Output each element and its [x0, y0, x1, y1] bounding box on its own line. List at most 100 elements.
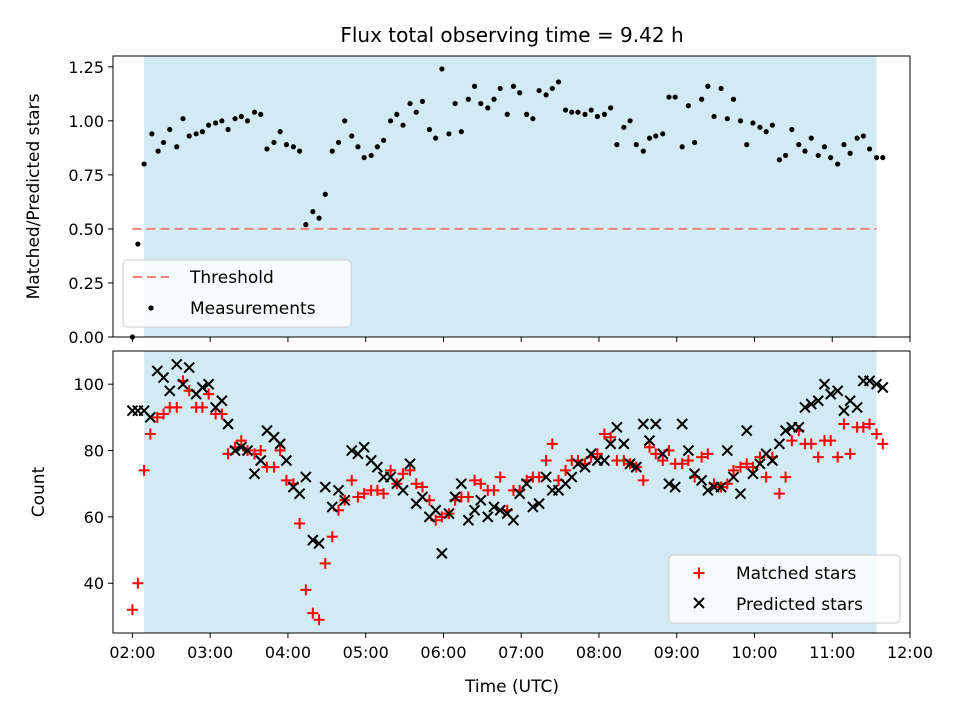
data-point [213, 120, 219, 126]
data-point [741, 424, 753, 437]
data-point [297, 148, 303, 154]
data-point [488, 501, 500, 513]
data-point [203, 388, 215, 400]
data-point [335, 139, 342, 146]
data-point [766, 454, 779, 467]
data-point [838, 418, 850, 430]
data-point [643, 434, 656, 447]
data-point [754, 458, 766, 470]
data-point [734, 487, 747, 500]
data-point [307, 607, 319, 619]
data-point [494, 471, 506, 483]
data-point [513, 487, 526, 500]
data-point [446, 131, 452, 137]
bottom-panel: 40 60 80 100 02:00 03:00 04:00 05:00 06:00 07:00 0… [29, 350, 933, 662]
data-point [877, 381, 889, 394]
data-point [160, 139, 167, 146]
data-point [397, 484, 409, 497]
data-point [601, 111, 608, 117]
data-point [235, 441, 248, 453]
legend-box [668, 554, 901, 624]
x-axis-label: Time (UTC) [464, 677, 559, 697]
data-point [196, 381, 209, 394]
data-point [572, 458, 584, 470]
data-point [319, 481, 331, 493]
data-point [458, 129, 464, 135]
data-point [274, 438, 286, 450]
data-point [721, 444, 733, 457]
data-point [715, 481, 727, 493]
y-tick-label: 60 [84, 508, 104, 527]
data-point [608, 105, 614, 111]
data-point [598, 454, 611, 467]
data-point [555, 79, 562, 85]
data-point [174, 144, 180, 150]
data-point [793, 421, 805, 434]
data-point [877, 438, 889, 450]
data-point [475, 478, 487, 490]
data-point [821, 144, 828, 150]
data-point [219, 118, 225, 124]
data-point [724, 116, 730, 122]
data-point [702, 448, 714, 460]
data-point [264, 146, 270, 152]
data-point [455, 477, 468, 490]
y-tick-label: 1.25 [68, 58, 104, 77]
data-point [202, 378, 215, 390]
data-point [410, 478, 422, 490]
data-point [672, 94, 678, 100]
y-tick-label: 0.00 [68, 328, 104, 347]
data-point [530, 116, 536, 122]
data-point [825, 435, 837, 447]
data-point [543, 92, 549, 98]
data-point [346, 474, 358, 486]
data-point [812, 395, 824, 407]
figure-title: Flux total observing time = 9.42 h [340, 23, 683, 47]
data-point [378, 488, 390, 500]
data-point [196, 401, 208, 413]
data-point [151, 411, 163, 423]
x-tick-label: 05:00 [343, 643, 389, 662]
data-point [141, 161, 147, 167]
data-point [310, 209, 316, 215]
data-point [880, 154, 886, 161]
plot-frame [112, 55, 911, 338]
data-point [815, 152, 821, 159]
data-point [180, 116, 186, 122]
data-point [229, 444, 241, 457]
data-point [527, 501, 539, 513]
legend-label: Predicted stars [736, 595, 863, 615]
data-point [747, 468, 759, 480]
data-point [824, 388, 837, 400]
data-point [741, 458, 753, 470]
data-point [475, 494, 487, 507]
data-point [216, 395, 228, 407]
data-point [290, 144, 296, 150]
data-point [380, 137, 387, 143]
data-point [171, 358, 183, 370]
data-point [158, 408, 170, 420]
data-point [870, 378, 883, 390]
data-point [358, 441, 370, 453]
data-point [280, 474, 292, 486]
data-point [157, 371, 170, 384]
data-point [280, 454, 293, 467]
data-point [397, 468, 409, 480]
data-point [413, 109, 419, 115]
measurements-series [129, 66, 886, 340]
legend-measurements-swatch [148, 305, 154, 311]
data-point [443, 507, 455, 520]
data-point [832, 451, 844, 463]
data-point [773, 438, 786, 450]
data-point [342, 118, 348, 124]
data-point [258, 111, 264, 117]
x-tick-label: 04:00 [265, 643, 311, 662]
data-point [730, 96, 737, 102]
legend-predicted-swatch [693, 597, 705, 609]
data-point [238, 113, 244, 120]
data-point [468, 504, 481, 516]
data-point [711, 113, 717, 120]
x-tick-label: 09:00 [654, 643, 700, 662]
data-point [805, 398, 817, 410]
top-panel: 0.00 0.25 0.50 0.75 1.00 1.25 Matched/Predicte… [24, 55, 911, 347]
